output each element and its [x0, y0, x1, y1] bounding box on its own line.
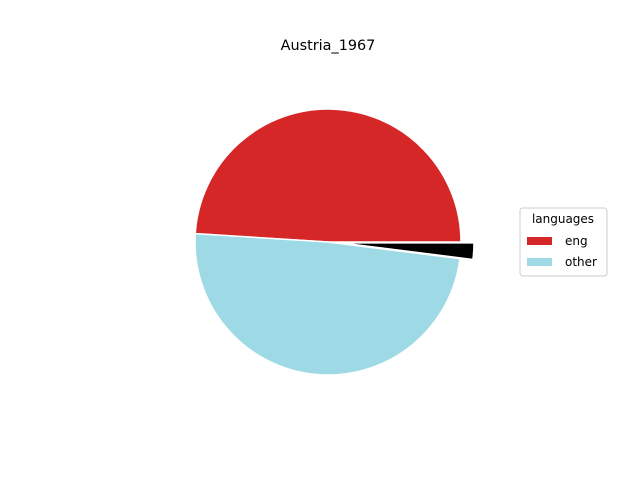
legend-items: eng other: [527, 234, 597, 269]
legend-title: languages: [532, 212, 594, 226]
legend: languages eng other: [519, 207, 608, 277]
legend-swatch-other: [527, 258, 552, 266]
pie-slice-eng: [194, 108, 462, 243]
pie-slice-other: [194, 232, 461, 376]
pie-slice-unlabeled-2: [340, 242, 475, 261]
legend-swatch-eng: [527, 237, 552, 245]
pie-slices: [194, 108, 475, 376]
legend-label-eng: eng: [565, 234, 588, 248]
legend-label-other: other: [565, 255, 597, 269]
chart-title: Austria_1967: [281, 38, 376, 54]
